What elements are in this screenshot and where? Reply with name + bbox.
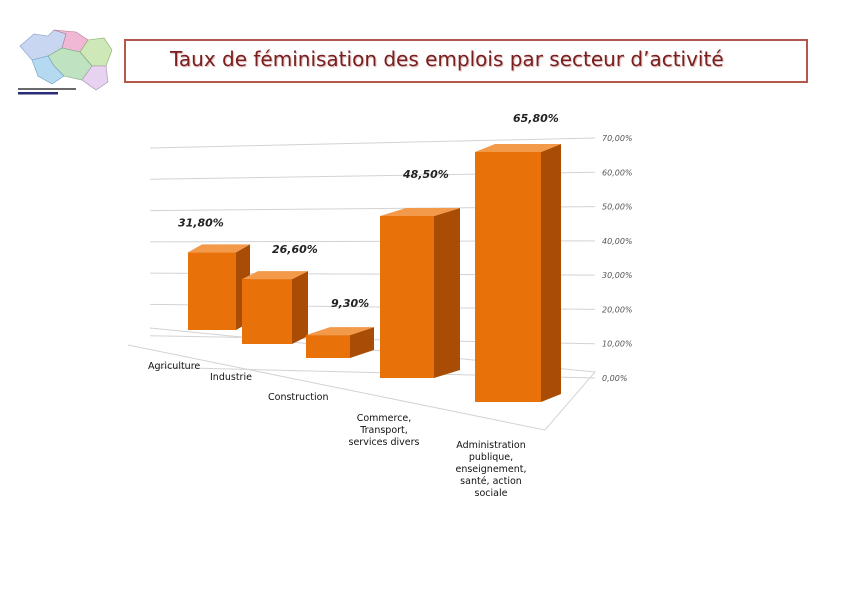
labels-layer: 0,00% 10,00% 20,00% 30,00% 40,00% 50,00% 60,00… (148, 112, 633, 499)
map-region-e (31, 55, 65, 85)
page-title: Taux de féminisation des emplois par sec… (170, 47, 724, 71)
data-label: 65,80% (513, 112, 559, 125)
region-map-logo (14, 26, 124, 98)
y-tick-label: 30,00% (602, 271, 633, 280)
category-label: Construction (268, 392, 329, 403)
y-tick-label: 40,00% (602, 237, 633, 246)
bar (380, 216, 434, 378)
category-label: services divers (349, 437, 420, 448)
bar-top (475, 143, 561, 152)
category-label: sociale (475, 488, 508, 499)
y-tick-label: 60,00% (602, 168, 633, 177)
category-label: Transport, (359, 425, 408, 436)
bars-layer (188, 143, 561, 402)
bar (475, 151, 541, 402)
bar (188, 252, 236, 330)
category-label: enseignement, (455, 464, 526, 475)
logo-caption-line (18, 88, 76, 90)
bar-side (434, 208, 460, 378)
bar (242, 279, 292, 344)
data-label: 9,30% (331, 297, 369, 310)
y-tick-label: 0,00% (602, 374, 627, 383)
data-label: 26,60% (272, 243, 318, 256)
bar-top (306, 327, 374, 336)
category-label: santé, action (460, 476, 522, 487)
category-label: Commerce, (357, 413, 412, 424)
y-tick-label: 70,00% (602, 134, 633, 143)
bar-side (541, 143, 561, 402)
data-label: 48,50% (402, 168, 449, 181)
bar (306, 335, 350, 358)
y-tick-label: 20,00% (602, 305, 633, 314)
title-box: Taux de féminisation des emplois par sec… (124, 39, 808, 83)
map-region-f (81, 65, 109, 91)
y-tick-label: 10,00% (602, 340, 633, 349)
bar-side (350, 327, 374, 358)
bar-side (292, 271, 308, 344)
bar-top (380, 208, 460, 217)
data-label: 31,80% (178, 216, 224, 229)
category-label: Administration (456, 440, 526, 451)
category-label: Industrie (210, 372, 252, 383)
category-label: publique, (469, 452, 513, 463)
logo-caption-line (18, 92, 58, 95)
bar-top (242, 271, 308, 280)
y-tick-label: 50,00% (602, 203, 633, 212)
category-label: Agriculture (148, 361, 200, 372)
bar-top (188, 244, 250, 253)
gridline (149, 137, 596, 149)
